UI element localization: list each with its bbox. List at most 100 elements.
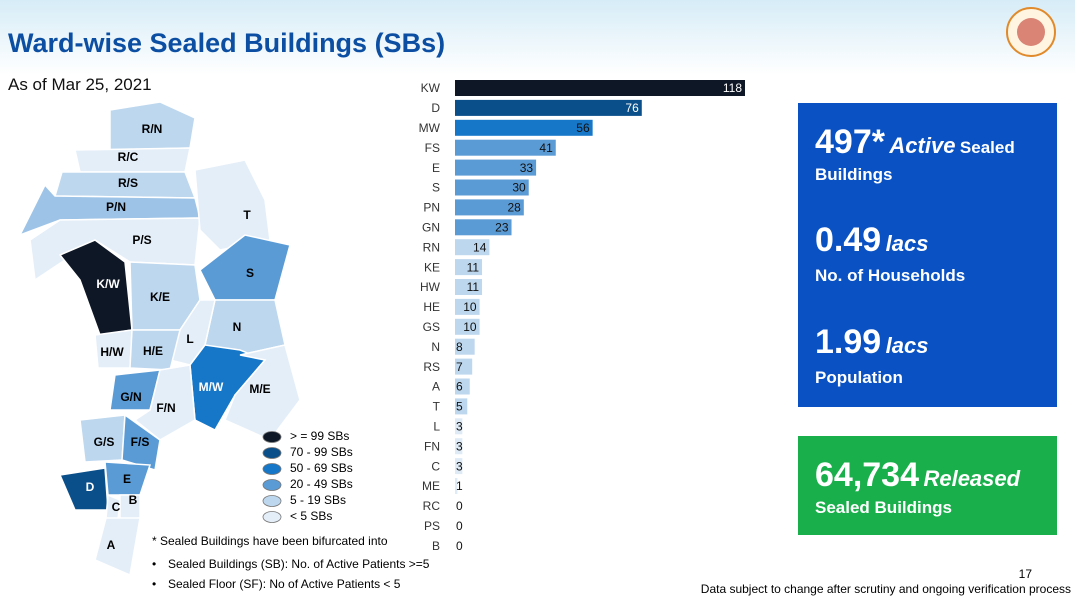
value-label: 23 [495,220,509,234]
ward-label: S [246,266,254,280]
stat-label: Sealed Buildings [815,498,952,517]
legend-swatch [262,431,282,443]
stat-emphasis: lacs [885,231,929,256]
page-number: 17 [1019,567,1033,581]
bar [455,239,490,256]
bar [455,318,480,335]
ward-label: R/N [142,122,163,136]
bullet: • [152,557,156,571]
legend-label: 70 - 99 SBs [290,445,353,459]
value-label: 30 [512,181,526,195]
value-label: 33 [520,161,534,175]
value-label: 41 [539,141,553,155]
bar [455,259,483,276]
category-label: L [433,419,440,433]
stat-label: Buildings [815,165,893,184]
ward-label: M/E [249,382,270,396]
value-label: 8 [456,340,463,354]
bar [455,358,473,375]
value-label: 0 [456,539,463,553]
ward-label: P/N [106,200,126,214]
category-label: PS [424,519,440,533]
value-label: 10 [463,320,477,334]
value-label: 7 [456,360,463,374]
stat: 0.49 lacs [815,221,928,260]
category-label: HW [420,280,441,294]
value-label: 11 [467,280,480,294]
category-label: RS [423,360,440,374]
value-label: 1 [456,479,463,493]
category-label: S [432,181,440,195]
stat-label: Population [815,368,903,387]
bar [455,438,463,455]
bar [455,99,642,116]
bar [455,219,512,236]
bar [455,199,524,216]
stat-emphasis: Active [889,133,956,158]
ward-label: N [233,320,242,334]
bar [455,378,470,395]
ward-label: R/S [118,176,138,190]
category-label: FS [425,141,440,155]
category-label: GN [422,220,440,234]
logo [1006,7,1056,57]
ward-label: K/E [150,290,170,304]
ward-label: D [86,480,95,494]
category-label: KW [421,81,441,95]
category-label: ME [422,479,440,493]
ward-label: G/S [94,435,115,449]
ward-label: E [123,472,131,486]
legend-swatch [262,511,282,523]
stat: 1.99 lacs [815,323,928,362]
value-label: 10 [463,300,477,314]
category-label: KE [424,260,440,274]
category-label: HE [423,300,440,314]
ward-label: M/W [199,380,224,394]
value-label: 76 [625,101,639,115]
category-label: FN [424,439,440,453]
legend-label: 50 - 69 SBs [290,461,353,475]
category-label: GS [423,320,440,334]
bar [455,418,463,435]
value-label: 0 [456,499,463,513]
stat-value: 497* [815,123,885,161]
bar [455,179,529,196]
category-label: MW [419,121,441,135]
stat-emphasis: Released [923,466,1021,491]
value-label: 118 [723,81,742,95]
title: Ward-wise Sealed Buildings (SBs) [8,28,446,58]
legend-label: 5 - 19 SBs [290,493,346,507]
ward-label: A [107,538,116,552]
released-box: 64,734 Released Sealed Buildings [798,436,1057,535]
value-label: 3 [456,419,463,433]
stat-text: Sealed [959,138,1015,157]
bar [455,458,463,475]
legend-swatch [262,463,282,475]
stat: 497* Active Sealed [815,123,1015,162]
ward-label: P/S [132,233,151,247]
legend-label: < 5 SBs [290,509,332,523]
note-item: Sealed Buildings (SB): No. of Active Pat… [168,557,430,571]
category-label: RC [423,499,441,513]
bar [455,478,458,494]
stats-box: 497* Active Sealed Buildings 0.49 lacs N… [798,103,1057,407]
value-label: 3 [456,459,463,473]
category-label: N [431,340,440,354]
ward-label: B [129,493,138,507]
value-label: 0 [456,519,463,533]
category-label: A [432,380,440,394]
header-band [0,0,1075,75]
category-label: C [431,459,440,473]
category-label: E [432,161,440,175]
ward-label: F/S [131,435,150,449]
value-label: 5 [456,400,463,414]
note-item: Sealed Floor (SF): No of Active Patients… [168,577,401,591]
value-label: 3 [456,439,463,453]
stat-value: 1.99 [815,323,882,361]
value-label: 11 [467,260,480,274]
bar [455,298,480,315]
ward-label: H/W [100,345,124,359]
ward-label: G/N [120,390,141,404]
